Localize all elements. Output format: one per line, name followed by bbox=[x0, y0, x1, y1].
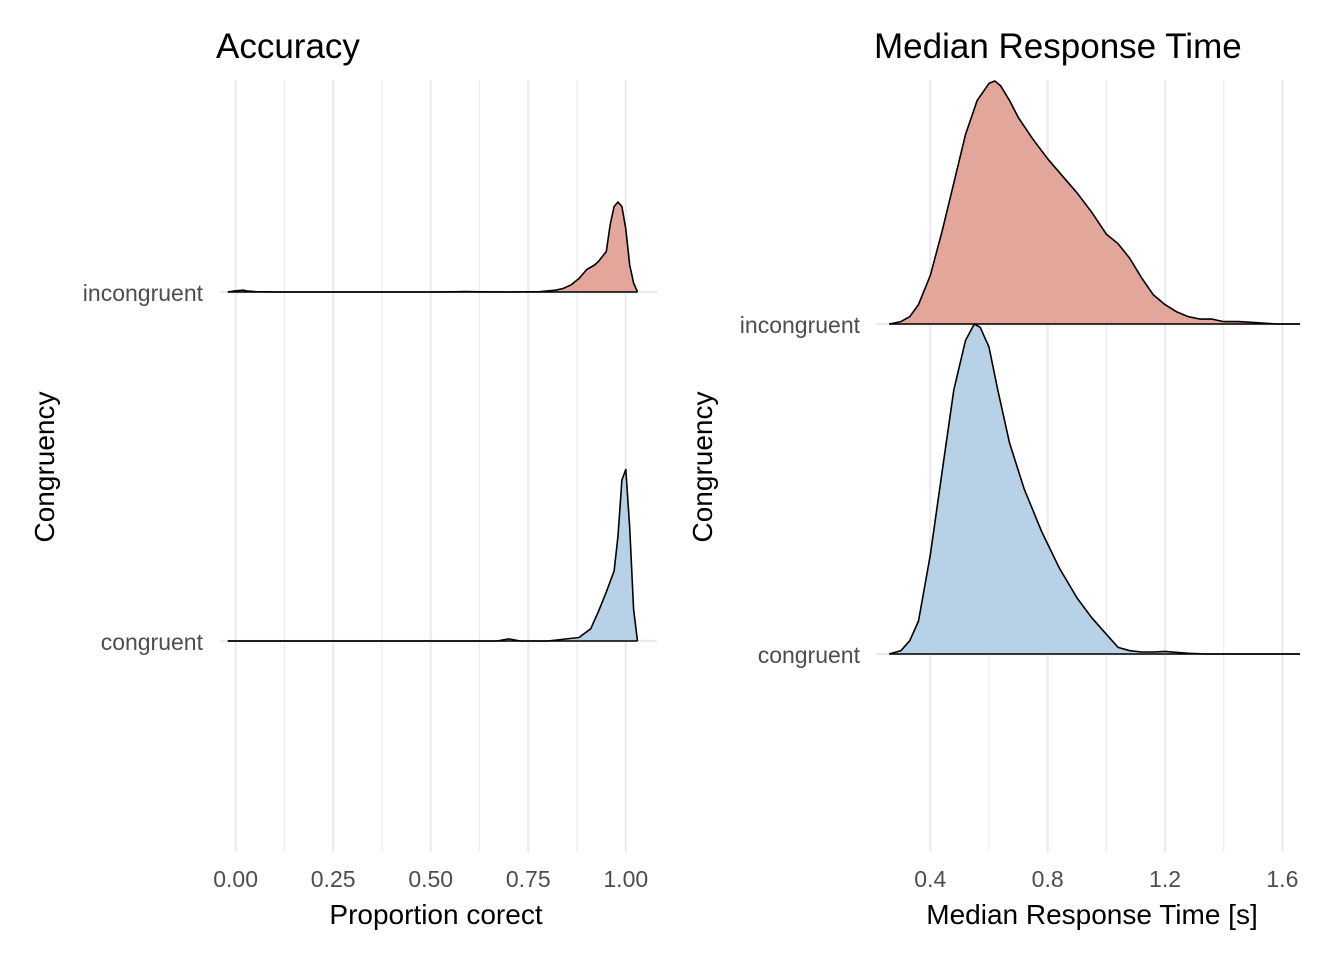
density-area-incongruent bbox=[889, 81, 1300, 324]
density-line-incongruent bbox=[227, 201, 639, 293]
response-time-gridlines bbox=[876, 80, 1300, 852]
x-tick-label: 0.4 bbox=[914, 866, 946, 892]
y-tick-label: congruent bbox=[101, 629, 204, 655]
x-tick-label: 0.00 bbox=[213, 866, 258, 892]
accuracy-gridlines bbox=[220, 80, 657, 852]
density-line-congruent bbox=[888, 323, 1300, 655]
x-tick-label: 1.2 bbox=[1149, 866, 1181, 892]
y-tick-label: congruent bbox=[758, 642, 861, 668]
response-time-x-axis-title: Median Response Time [s] bbox=[926, 899, 1258, 930]
response-time-ridges bbox=[888, 80, 1300, 655]
x-tick-label: 1.00 bbox=[603, 866, 648, 892]
density-area-congruent bbox=[889, 324, 1300, 654]
response-time-x-ticks: 0.4 0.8 1.2 1.6 bbox=[914, 866, 1298, 892]
accuracy-title: Accuracy bbox=[216, 27, 360, 66]
density-area-congruent bbox=[227, 469, 638, 641]
x-tick-label: 1.6 bbox=[1266, 866, 1298, 892]
accuracy-panel: congruent incongruent 0.00 0.25 0.50 0.75 1.0… bbox=[29, 27, 657, 930]
accuracy-y-ticks: congruent incongruent bbox=[83, 280, 204, 655]
y-tick-label: incongruent bbox=[83, 280, 204, 306]
response-time-panel: congruent incongruent 0.4 0.8 1.2 1.6 Median… bbox=[687, 27, 1300, 930]
accuracy-x-axis-title: Proportion corect bbox=[329, 899, 542, 930]
x-tick-label: 0.50 bbox=[408, 866, 453, 892]
response-time-title: Median Response Time bbox=[874, 27, 1242, 66]
x-tick-label: 0.8 bbox=[1032, 866, 1064, 892]
x-tick-label: 0.25 bbox=[311, 866, 356, 892]
accuracy-x-ticks: 0.00 0.25 0.50 0.75 1.00 bbox=[213, 866, 648, 892]
density-line-congruent bbox=[227, 468, 639, 642]
accuracy-ridges bbox=[227, 201, 639, 642]
density-line-incongruent bbox=[889, 80, 1300, 325]
x-tick-label: 0.75 bbox=[506, 866, 551, 892]
response-time-y-ticks: congruent incongruent bbox=[740, 312, 861, 668]
accuracy-y-axis-title: Congruency bbox=[29, 392, 60, 543]
response-time-y-axis-title: Congruency bbox=[687, 392, 718, 543]
y-tick-label: incongruent bbox=[740, 312, 861, 338]
density-area-incongruent bbox=[227, 202, 638, 292]
